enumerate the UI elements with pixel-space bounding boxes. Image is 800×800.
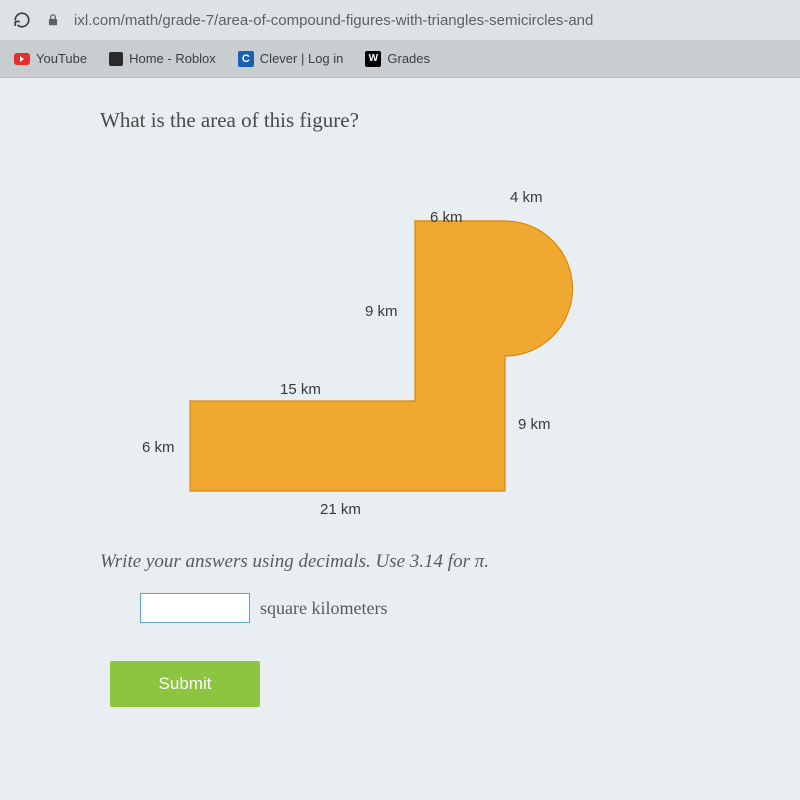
instruction-text: Write your answers using decimals. Use 3… <box>100 551 800 573</box>
answer-row: square kilometers <box>140 593 800 623</box>
lock-icon <box>46 13 60 27</box>
label-6km-left: 6 km <box>142 439 175 456</box>
submit-button[interactable]: Submit <box>110 661 260 707</box>
bookmark-youtube[interactable]: YouTube <box>14 51 87 66</box>
label-15km: 15 km <box>280 381 321 398</box>
bookmark-label: Clever | Log in <box>260 51 344 66</box>
clever-icon: C <box>238 51 254 67</box>
browser-address-bar: ixl.com/math/grade-7/area-of-compound-fi… <box>0 0 800 40</box>
roblox-icon <box>109 52 123 66</box>
youtube-icon <box>14 53 30 65</box>
bookmark-label: Grades <box>387 51 430 66</box>
bookmark-grades[interactable]: W Grades <box>365 51 430 67</box>
answer-input[interactable] <box>140 593 250 623</box>
bookmark-label: YouTube <box>36 51 87 66</box>
page-content: What is the area of this figure? 4 km 6 … <box>0 78 800 800</box>
unit-label: square kilometers <box>260 598 387 619</box>
reload-icon[interactable] <box>12 10 32 30</box>
label-9km-right: 9 km <box>518 416 551 433</box>
question-text: What is the area of this figure? <box>100 108 800 133</box>
bookmark-roblox[interactable]: Home - Roblox <box>109 51 216 66</box>
label-21km: 21 km <box>320 501 361 518</box>
url-text: ixl.com/math/grade-7/area-of-compound-fi… <box>74 12 593 29</box>
bookmark-label: Home - Roblox <box>129 51 216 66</box>
label-9km-left: 9 km <box>365 303 398 320</box>
compound-figure: 4 km 6 km 9 km 15 km 9 km 6 km 21 km <box>130 161 650 541</box>
figure-svg <box>130 161 650 541</box>
w-icon: W <box>365 51 381 67</box>
label-6km-top: 6 km <box>430 209 463 226</box>
label-4km: 4 km <box>510 189 543 206</box>
bookmark-clever[interactable]: C Clever | Log in <box>238 51 344 67</box>
bookmarks-bar: YouTube Home - Roblox C Clever | Log in … <box>0 40 800 78</box>
